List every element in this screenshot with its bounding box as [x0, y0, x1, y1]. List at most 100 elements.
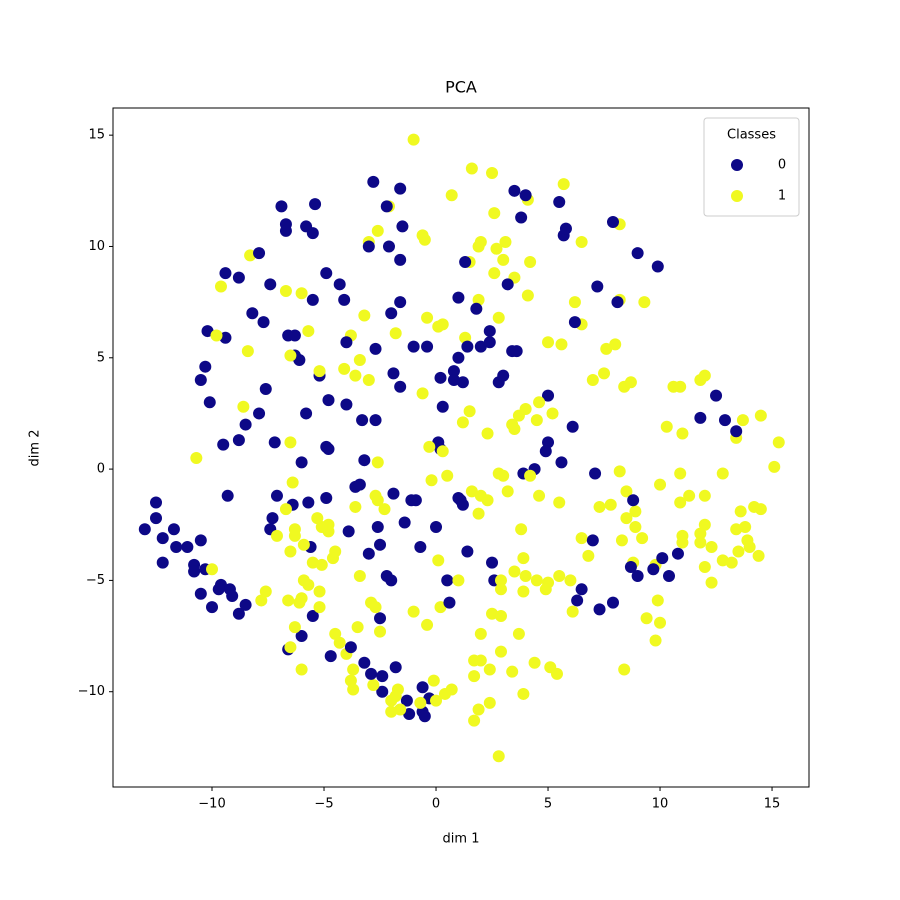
point	[456, 376, 469, 389]
point	[486, 607, 499, 620]
point	[259, 382, 272, 395]
point	[257, 316, 270, 329]
point	[651, 594, 664, 607]
point	[555, 338, 568, 351]
point	[347, 683, 360, 696]
point	[425, 474, 438, 487]
point	[322, 443, 335, 456]
point	[362, 240, 375, 253]
point	[718, 414, 731, 427]
point	[315, 558, 328, 571]
point	[398, 516, 411, 529]
point	[367, 175, 380, 188]
point	[275, 200, 288, 213]
point	[481, 494, 494, 507]
point	[279, 503, 292, 516]
point	[456, 416, 469, 429]
point	[150, 512, 163, 525]
point	[611, 296, 624, 309]
point	[201, 325, 214, 338]
point	[380, 200, 393, 213]
point	[575, 236, 588, 249]
point	[651, 260, 664, 273]
legend-label: 1	[778, 189, 786, 204]
point	[320, 267, 333, 280]
point	[606, 215, 619, 228]
point	[483, 325, 496, 338]
point	[662, 569, 675, 582]
x-tick-label: 15	[764, 797, 781, 812]
point	[474, 340, 487, 353]
point	[400, 694, 413, 707]
point	[226, 589, 239, 602]
point	[530, 414, 543, 427]
point	[694, 411, 707, 424]
point	[369, 342, 382, 355]
point	[217, 438, 230, 451]
point	[436, 400, 449, 413]
point	[725, 556, 738, 569]
point	[654, 616, 667, 629]
point	[239, 598, 252, 611]
point	[676, 427, 689, 440]
point	[620, 485, 633, 498]
point	[732, 545, 745, 558]
point	[362, 547, 375, 560]
legend-label: 0	[778, 158, 786, 173]
point	[295, 663, 308, 676]
point	[284, 436, 297, 449]
point	[754, 503, 767, 516]
point	[649, 634, 662, 647]
point	[676, 536, 689, 549]
point	[284, 545, 297, 558]
plot-frame	[112, 107, 810, 788]
point	[416, 681, 429, 694]
point	[474, 654, 487, 667]
point	[656, 552, 669, 565]
point	[313, 601, 326, 614]
point	[620, 512, 633, 525]
point	[268, 436, 281, 449]
point	[647, 563, 660, 576]
point	[407, 340, 420, 353]
point	[418, 233, 431, 246]
point	[618, 663, 631, 676]
point	[414, 541, 427, 554]
point	[586, 374, 599, 387]
point	[349, 369, 362, 382]
point	[524, 256, 537, 269]
point	[528, 656, 541, 669]
y-tick-label: 10	[88, 239, 105, 254]
point	[465, 162, 478, 175]
point	[309, 198, 322, 211]
point	[313, 585, 326, 598]
point	[441, 574, 454, 587]
point	[282, 594, 295, 607]
point	[636, 532, 649, 545]
point	[188, 565, 201, 578]
point	[315, 520, 328, 533]
point	[371, 224, 384, 237]
point	[604, 498, 617, 511]
point	[403, 707, 416, 720]
point	[138, 523, 151, 536]
point	[492, 311, 505, 324]
point	[631, 569, 644, 582]
point	[730, 523, 743, 536]
point	[705, 576, 718, 589]
x-tick-label: 10	[652, 797, 669, 812]
point	[297, 574, 310, 587]
x-tick-label: 0	[432, 797, 440, 812]
point	[423, 440, 436, 453]
point	[284, 349, 297, 362]
point	[371, 456, 384, 469]
point	[629, 505, 642, 518]
point	[288, 523, 301, 536]
point	[508, 184, 521, 197]
point	[488, 207, 501, 220]
point	[203, 396, 216, 409]
point	[389, 661, 402, 674]
point	[362, 374, 375, 387]
point	[517, 552, 530, 565]
point	[488, 267, 501, 280]
